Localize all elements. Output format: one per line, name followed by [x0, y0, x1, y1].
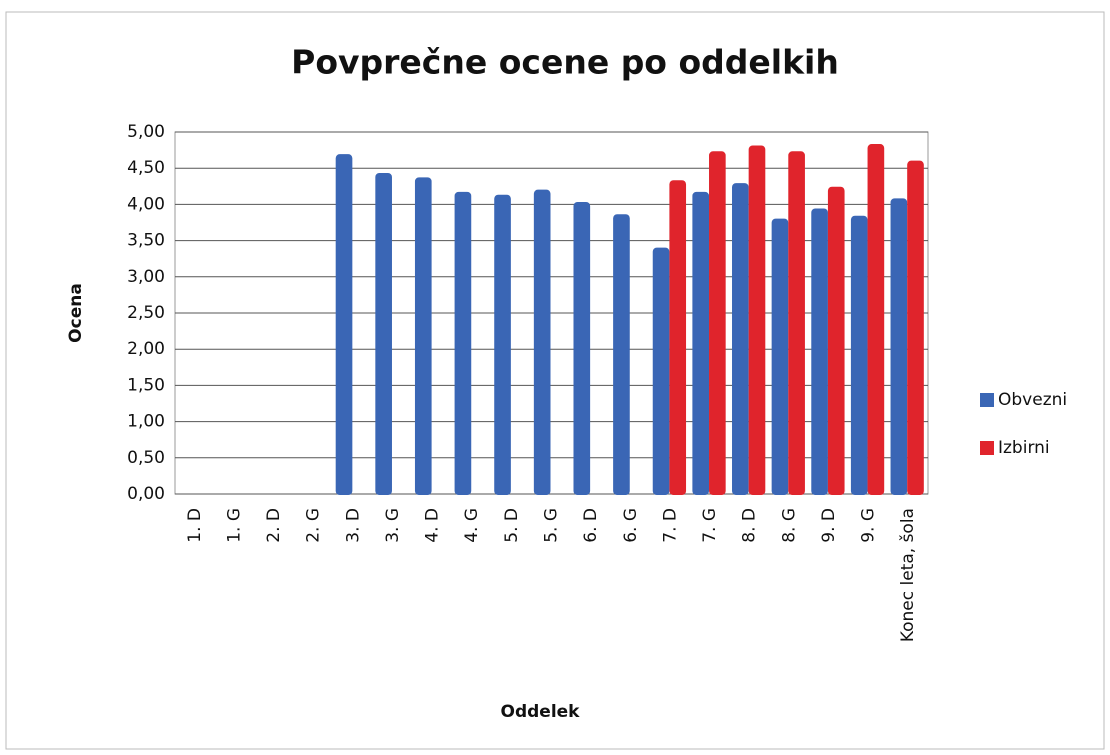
bar [867, 144, 885, 495]
x-tick-label: 3. D [343, 508, 363, 543]
bar [573, 201, 591, 495]
legend-label: Obvezni [998, 390, 1067, 410]
y-tick-label: 1,50 [127, 375, 165, 395]
bar [811, 208, 828, 496]
y-tick-label: 0,50 [127, 448, 165, 468]
y-tick-label: 3,00 [127, 267, 165, 287]
bar [850, 215, 868, 495]
x-tick-label: 5. G [542, 508, 562, 543]
y-axis-title: Ocena [66, 283, 86, 343]
y-tick-label: 4,00 [127, 194, 165, 214]
x-tick-label: 8. G [779, 508, 799, 543]
bar [748, 145, 766, 495]
x-tick-label: Konec leta, šola [898, 508, 918, 642]
x-tick-label: 6. D [581, 508, 601, 543]
bar [907, 160, 924, 496]
x-tick-label: 9. G [859, 508, 879, 543]
bar [732, 183, 749, 496]
y-tick-label: 2,50 [127, 303, 165, 323]
legend-swatch [980, 393, 994, 407]
x-tick-label: 5. D [502, 508, 522, 543]
bar [613, 214, 630, 495]
x-tick-label: 2. D [264, 508, 284, 543]
bar [494, 194, 511, 495]
x-tick-label: 3. G [383, 508, 403, 543]
bar [652, 247, 670, 495]
x-tick-label: 7. G [700, 508, 720, 543]
x-tick-label: 6. G [621, 508, 641, 543]
bar [335, 154, 353, 495]
x-tick-label: 2. G [304, 508, 324, 543]
y-tick-label: 3,50 [127, 231, 165, 251]
y-tick-label: 4,50 [127, 158, 165, 178]
x-tick-label: 7. D [660, 508, 680, 543]
x-axis-title: Oddelek [501, 702, 581, 722]
bar [669, 180, 687, 495]
x-tick-label: 8. D [740, 508, 760, 543]
bar [771, 218, 789, 495]
chart-title: Povprečne ocene po oddelkih [291, 43, 839, 82]
bar [709, 151, 726, 495]
x-tick-label: 1. D [185, 508, 205, 543]
legend-label: Izbirni [998, 438, 1050, 458]
bar [375, 172, 392, 495]
x-tick-label: 4. D [423, 508, 443, 543]
bar [827, 186, 845, 496]
x-tick-label: 1. G [224, 508, 244, 543]
bar [533, 189, 551, 495]
bar [692, 191, 710, 495]
y-tick-label: 1,00 [127, 412, 165, 432]
y-tick-label: 2,00 [127, 339, 165, 359]
y-tick-label: 0,00 [127, 484, 165, 504]
y-tick-label: 5,00 [127, 122, 165, 142]
legend-swatch [980, 441, 994, 455]
x-tick-label: 9. D [819, 508, 839, 543]
bar [890, 198, 908, 495]
bar [788, 151, 805, 495]
x-tick-label: 4. G [462, 508, 482, 543]
bar [414, 177, 432, 495]
bar [454, 191, 472, 495]
